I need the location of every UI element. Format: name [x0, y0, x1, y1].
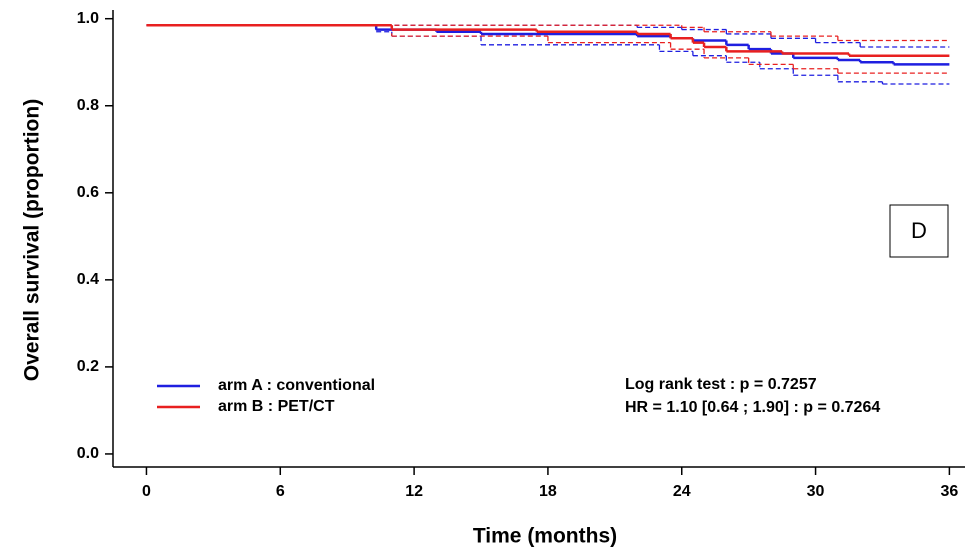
legend-label: arm B : PET/CT [218, 398, 335, 415]
panel-label: D [911, 218, 927, 243]
x-tick-label: 6 [276, 483, 285, 500]
y-tick-label: 1.0 [77, 10, 99, 27]
y-tick-label: 0.0 [77, 445, 99, 462]
x-tick-label: 24 [673, 483, 691, 500]
annotation: Log rank test : p = 0.7257 [625, 376, 817, 393]
x-tick-label: 30 [807, 483, 825, 500]
x-axis-title: Time (months) [473, 525, 617, 548]
y-axis-title: Overall survival (proportion) [21, 99, 44, 381]
y-tick-label: 0.2 [77, 358, 99, 375]
y-tick-label: 0.8 [77, 97, 99, 114]
panel-box [889, 204, 949, 258]
legend-label: arm A : conventional [218, 377, 375, 394]
x-tick-label: 18 [539, 483, 557, 500]
x-tick-label: 36 [940, 483, 958, 500]
x-tick-label: 12 [405, 483, 423, 500]
x-tick-label: 0 [142, 483, 151, 500]
y-tick-label: 0.4 [77, 271, 99, 288]
annotation: HR = 1.10 [0.64 ; 1.90] : p = 0.7264 [625, 399, 880, 416]
y-tick-label: 0.6 [77, 184, 99, 201]
